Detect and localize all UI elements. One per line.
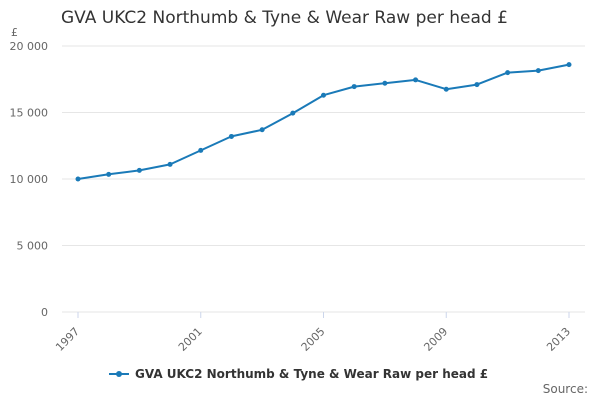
x-tick-label: 1997 [53, 325, 82, 354]
y-tick-label: 5 000 [17, 240, 49, 253]
data-point [106, 171, 112, 177]
data-point [413, 77, 419, 83]
axes: 0 5 000 10 000 15 000 20 000£1997 2001 2005 200… [10, 26, 574, 354]
data-point [167, 161, 173, 167]
data-point [198, 147, 204, 153]
legend[interactable]: GVA UKC2 Northumb & Tyne & Wear Raw per … [108, 366, 488, 382]
data-point [321, 92, 326, 98]
data-point [351, 84, 357, 90]
x-tick-label: 2009 [421, 325, 450, 354]
x-tick-label: 2001 [176, 325, 205, 354]
legend-line-marker-icon [109, 371, 129, 377]
data-point [535, 68, 541, 74]
x-tick-label: 2005 [299, 325, 328, 354]
data-point [443, 86, 449, 92]
x-tick-label: 2013 [544, 325, 573, 354]
data-point [566, 62, 572, 68]
chart-title: GVA UKC2 Northumb & Tyne & Wear Raw per … [61, 8, 508, 28]
y-axis-label: £ [11, 26, 18, 39]
y-tick-label: 15 000 [10, 107, 49, 120]
legend-label: GVA UKC2 Northumb & Tyne & Wear Raw per … [135, 367, 489, 381]
y-tick-label: 0 [41, 306, 48, 319]
source-label: Source: [542, 382, 588, 396]
data-point [136, 167, 142, 173]
series-line [77, 63, 570, 180]
series-layer [75, 62, 572, 182]
data-point [75, 176, 81, 182]
y-tick-label: 20 000 [10, 40, 49, 53]
data-point [474, 82, 480, 88]
data-point [259, 127, 265, 133]
data-point [382, 80, 388, 86]
data-point [228, 133, 234, 139]
data-point [290, 110, 296, 116]
y-tick-label: 10 000 [10, 173, 49, 186]
gridlines [62, 45, 585, 313]
data-point [505, 70, 511, 76]
